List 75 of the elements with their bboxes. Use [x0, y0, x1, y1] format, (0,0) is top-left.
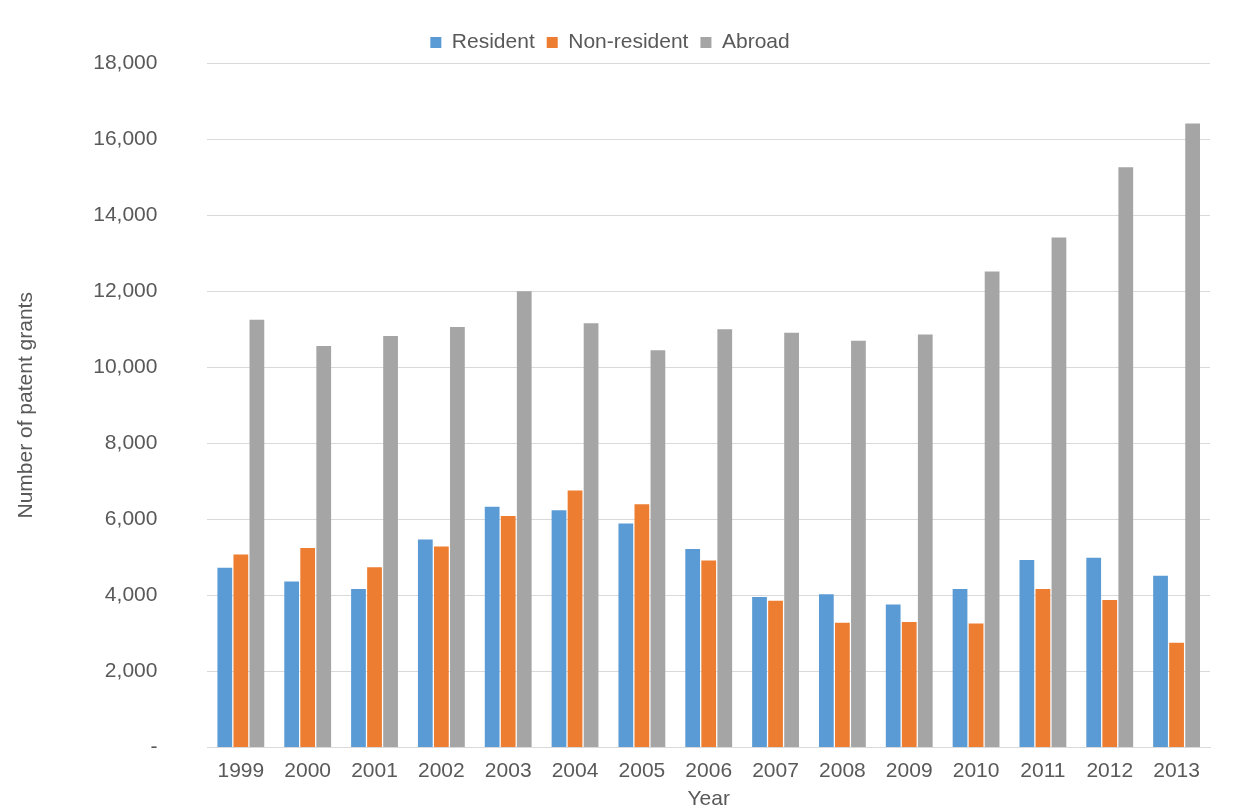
bar	[1153, 575, 1168, 748]
legend-label: Abroad	[721, 29, 790, 53]
x-tick-label: 2013	[1153, 758, 1200, 781]
y-tick-label: 14,000	[93, 201, 158, 225]
y-tick-label: -	[150, 734, 158, 758]
x-tick-label: 2005	[618, 758, 666, 781]
bar	[1118, 167, 1134, 748]
bar	[901, 622, 917, 748]
x-axis-title: Year	[687, 786, 730, 810]
bar	[634, 504, 650, 748]
bar	[984, 271, 1000, 748]
y-axis-title: Number of patent grants	[13, 292, 37, 519]
bar	[351, 589, 366, 748]
bar	[784, 332, 799, 748]
bar	[233, 554, 249, 748]
y-tick-label: 6,000	[104, 506, 158, 530]
bar	[1086, 557, 1102, 748]
y-tick-label: 12,000	[93, 278, 158, 301]
bar	[1051, 237, 1067, 748]
x-tick-label: 2002	[418, 758, 465, 781]
y-tick-label: 18,000	[93, 49, 158, 73]
x-tick-label: 2004	[551, 758, 599, 781]
legend-label: Non-resident	[568, 29, 689, 53]
y-tick-label: 2,000	[104, 658, 158, 682]
bar	[249, 319, 265, 748]
bar	[851, 340, 866, 748]
x-tick-label: 2007	[752, 758, 799, 781]
bar	[917, 334, 933, 748]
bar	[417, 539, 433, 748]
bar	[1019, 560, 1035, 748]
y-tick-label: 4,000	[104, 582, 158, 606]
bar	[583, 323, 599, 748]
bar	[484, 506, 500, 748]
x-tick-label: 2012	[1086, 758, 1134, 781]
bar	[300, 547, 316, 748]
bar	[1102, 600, 1118, 748]
bar	[516, 291, 532, 748]
bar	[768, 600, 783, 748]
bar	[284, 581, 300, 748]
x-tick-label: 1999	[217, 758, 265, 781]
bar	[885, 604, 901, 748]
bar	[433, 546, 449, 748]
bar	[567, 490, 583, 748]
bar	[952, 589, 968, 748]
bar	[450, 326, 465, 748]
bar	[752, 596, 767, 748]
x-tick-label: 2008	[819, 758, 866, 781]
bar	[717, 329, 733, 748]
bar	[1035, 589, 1051, 748]
x-tick-label: 2009	[885, 758, 933, 781]
bar	[618, 523, 634, 748]
bar	[650, 350, 666, 748]
y-tick-label: 10,000	[93, 354, 158, 378]
bar	[367, 567, 382, 748]
bar	[835, 622, 850, 748]
bar	[818, 594, 834, 748]
y-tick-label: 8,000	[104, 430, 158, 454]
legend-label: Resident	[451, 29, 535, 53]
bar	[383, 336, 398, 748]
bar	[217, 567, 233, 748]
bar	[701, 560, 717, 748]
y-tick-label: 16,000	[93, 125, 158, 149]
bar	[316, 345, 332, 748]
x-tick-label: 2001	[351, 758, 398, 781]
bar	[1185, 123, 1200, 748]
x-tick-label: 2006	[685, 758, 733, 781]
bar	[968, 623, 984, 748]
x-tick-label: 2010	[952, 758, 1000, 781]
x-tick-label: 2003	[484, 758, 532, 781]
bar	[685, 549, 701, 748]
bar	[1169, 642, 1184, 748]
x-tick-label: 2000	[284, 758, 332, 781]
bar	[551, 510, 567, 748]
x-tick-label: 2011	[1020, 758, 1066, 781]
bar	[500, 515, 516, 748]
